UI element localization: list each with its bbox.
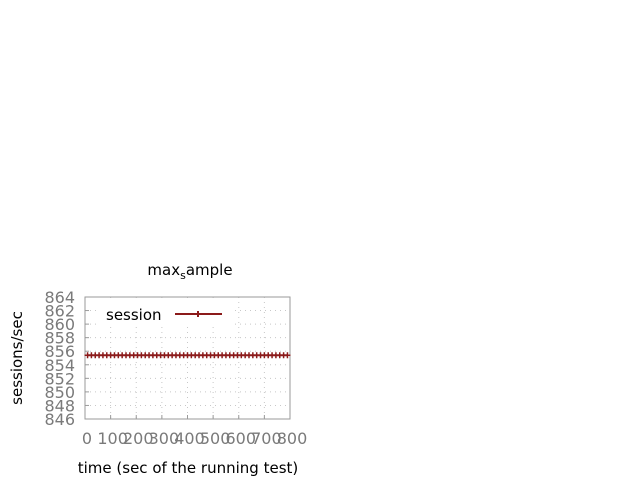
x-tick-label-4: 400 [174,429,205,448]
chart-title-subscript: s [180,269,186,282]
axes [84,296,291,420]
y-tick-label-7: 860 [44,315,75,334]
y-tick-label-5: 856 [44,342,75,361]
y-tick-label-4: 854 [44,356,75,375]
y-tick-label-2: 850 [44,383,75,402]
chart-title-main: max [147,261,180,279]
chart-title-suffix: ample [186,261,233,279]
legend: session [100,302,232,326]
series-layer [84,352,291,359]
x-tick-label-3: 300 [149,429,180,448]
x-axis-label: time (sec of the running test) [78,459,299,477]
y-tick-label-9: 864 [44,288,75,307]
y-tick-label-3: 852 [44,369,75,388]
legend-marker-sample [195,311,201,317]
x-tick-label-5: 500 [200,429,231,448]
x-tick-label-6: 600 [225,429,256,448]
x-tick-label-0: 0 [82,429,92,448]
x-tick-label-2: 200 [123,429,154,448]
y-tick-label-6: 858 [44,329,75,348]
series-point-0-52 [284,352,291,359]
x-tick-label-7: 700 [251,429,282,448]
legend-label-session: session [106,306,162,324]
chart-title: maxsample [147,261,232,282]
x-tick-label-1: 100 [97,429,128,448]
y-tick-label-0: 846 [44,410,75,429]
y-tick-label-1: 848 [44,396,75,415]
x-tick-label-8: 800 [277,429,308,448]
y-tick-label-8: 862 [44,302,75,321]
y-axis-label: sessions/sec [8,311,26,405]
